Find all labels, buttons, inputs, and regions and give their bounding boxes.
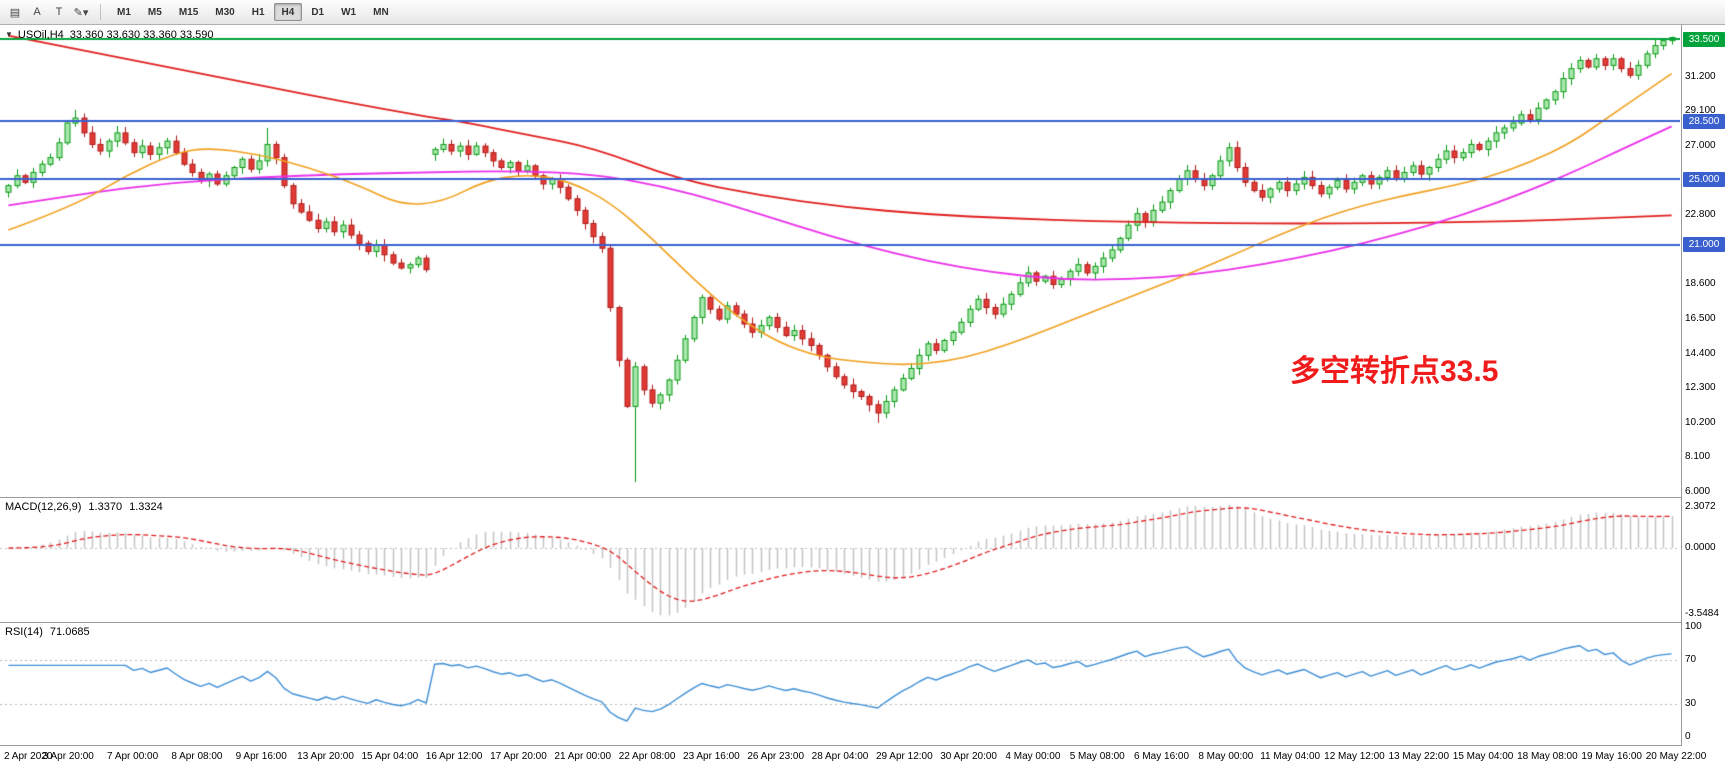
macd-main-value: 1.3370 (88, 501, 123, 513)
macd-axis: 2.3072 0.0000 -3.5484 (1682, 0, 1725, 745)
draw-tools-icon[interactable]: ✎▾ (73, 6, 89, 19)
time-axis-label: 12 May 12:00 (1324, 751, 1385, 762)
symbol-label: USOil,H4 (17, 29, 64, 41)
price-level-badge: 33.500 (1683, 31, 1725, 47)
chart-header: ▼ USOil,H4 33.360 33.630 33.360 33.590 (5, 29, 214, 41)
time-axis-label: 9 Apr 16:00 (235, 751, 287, 762)
time-axis-label: 2 Apr 2020 (4, 751, 53, 762)
time-axis-label: 18 May 08:00 (1517, 751, 1578, 762)
timeframe-button-W1[interactable]: W1 (341, 6, 357, 18)
price-tick: 18.600 (1685, 278, 1716, 290)
timeframe-button-M30[interactable]: M30 (215, 6, 235, 18)
price-level-badge: 21.000 (1683, 237, 1725, 253)
time-axis-label: 22 Apr 08:00 (618, 751, 676, 762)
price-tick: 6.000 (1685, 486, 1711, 498)
time-axis-label: 15 Apr 04:00 (361, 751, 419, 762)
macd-axis-label: 2.3072 (1685, 501, 1716, 512)
macd-canvas[interactable] (0, 498, 1680, 622)
timeframe-button-H1[interactable]: H1 (251, 6, 265, 18)
toolbar-separator (100, 4, 101, 20)
price-level-badge: 25.000 (1683, 171, 1725, 187)
rsi-canvas[interactable] (0, 623, 1680, 745)
time-axis-label: 17 Apr 20:00 (490, 751, 547, 762)
time-axis-label: 8 Apr 08:00 (171, 751, 223, 762)
rsi-name: RSI(14) (5, 626, 43, 638)
macd-signal-value: 1.3324 (129, 501, 163, 513)
rsi-axis: 100 70 30 0 (1682, 0, 1725, 745)
insert-text-t-icon[interactable]: T (55, 6, 63, 18)
toolbar-left-icons: ▤ A T ✎▾ (4, 3, 92, 22)
timeframe-button-H4[interactable]: H4 (273, 3, 303, 21)
rsi-axis-label: 30 (1685, 698, 1697, 709)
time-axis-label: 11 May 04:00 (1260, 751, 1321, 762)
macd-indicator-label: MACD(12,26,9) 1.3370 1.3324 (5, 501, 163, 513)
rsi-axis-label: 70 (1685, 654, 1697, 665)
macd-axis-label: -3.5484 (1685, 608, 1719, 619)
timeframe-bar: M1 M5 M15 M30 H1 H4 D1 W1 MN (109, 3, 397, 21)
price-tick: 31.200 (1685, 70, 1716, 82)
chart-annotation-text[interactable]: 多空转折点33.5 (1290, 355, 1499, 388)
time-axis-border (0, 745, 1682, 746)
time-axis-label: 7 Apr 00:00 (107, 751, 159, 762)
time-axis-label: 28 Apr 04:00 (811, 751, 869, 762)
time-axis-label: 4 May 00:00 (1005, 751, 1061, 762)
rsi-axis-label: 100 (1685, 621, 1702, 632)
ohlc-values-label: 33.360 33.630 33.360 33.590 (69, 29, 214, 41)
time-axis-label: 29 Apr 12:00 (875, 751, 933, 762)
macd-axis-label: 0.0000 (1685, 542, 1716, 554)
insert-text-a-icon[interactable]: A (33, 6, 41, 18)
time-axis-label: 13 May 22:00 (1388, 751, 1450, 762)
chart-grid-icon[interactable]: ▤ (9, 6, 21, 19)
price-axis[interactable]: 31.200 29.100 27.000 22.800 18.600 16.500 14.4… (1682, 0, 1725, 745)
time-axis-label: 21 Apr 00:00 (554, 751, 612, 762)
time-axis-label: 3 Apr 20:00 (42, 751, 94, 762)
price-tick: 16.500 (1685, 313, 1716, 325)
panel-divider-rsi[interactable] (0, 622, 1682, 623)
timeframe-button-M1[interactable]: M1 (117, 6, 131, 18)
rsi-indicator-label: RSI(14) 71.0685 (5, 626, 90, 638)
price-tick: 8.100 (1685, 451, 1711, 463)
timeframe-button-MN[interactable]: MN (373, 6, 389, 18)
panel-divider-macd[interactable] (0, 497, 1682, 498)
time-axis-label: 23 Apr 16:00 (683, 751, 740, 762)
time-axis-label: 13 Apr 20:00 (297, 751, 354, 762)
time-axis-label: 30 Apr 20:00 (940, 751, 997, 762)
price-level-badge: 28.500 (1683, 113, 1725, 129)
timeframe-button-M15[interactable]: M15 (178, 6, 199, 18)
time-axis-label: 5 May 08:00 (1069, 751, 1125, 762)
price-chart-canvas[interactable] (0, 25, 1680, 497)
rsi-axis-label: 0 (1685, 731, 1691, 742)
time-axis-label: 16 Apr 12:00 (425, 751, 483, 762)
price-tick: 10.200 (1685, 416, 1716, 428)
timeframe-button-M5[interactable]: M5 (147, 6, 162, 18)
time-axis-label: 15 May 04:00 (1452, 751, 1514, 762)
time-axis-label: 26 Apr 23:00 (747, 751, 805, 762)
macd-name: MACD(12,26,9) (5, 501, 82, 513)
time-axis-label: 6 May 16:00 (1134, 751, 1190, 762)
price-tick: 12.300 (1685, 382, 1716, 394)
price-tick: 27.000 (1685, 140, 1716, 152)
price-tick: 22.800 (1685, 209, 1716, 221)
time-axis[interactable]: 2 Apr 2020 3 Apr 20:00 7 Apr 00:00 8 Apr 08… (0, 748, 1725, 768)
toolbar: ▤ A T ✎▾ M1 M5 M15 M30 H1 H4 D1 W1 MN (0, 0, 1725, 25)
time-axis-label: 20 May 22:00 (1645, 751, 1707, 762)
axis-border (1681, 25, 1682, 745)
price-tick: 29.100 (1685, 105, 1716, 117)
time-axis-label: 19 May 16:00 (1581, 751, 1642, 762)
timeframe-button-D1[interactable]: D1 (311, 6, 325, 18)
price-tick: 14.400 (1685, 347, 1716, 359)
rsi-value: 71.0685 (49, 626, 90, 638)
time-axis-label: 8 May 00:00 (1198, 751, 1254, 762)
one-click-collapse-icon[interactable]: ▼ (5, 30, 13, 39)
